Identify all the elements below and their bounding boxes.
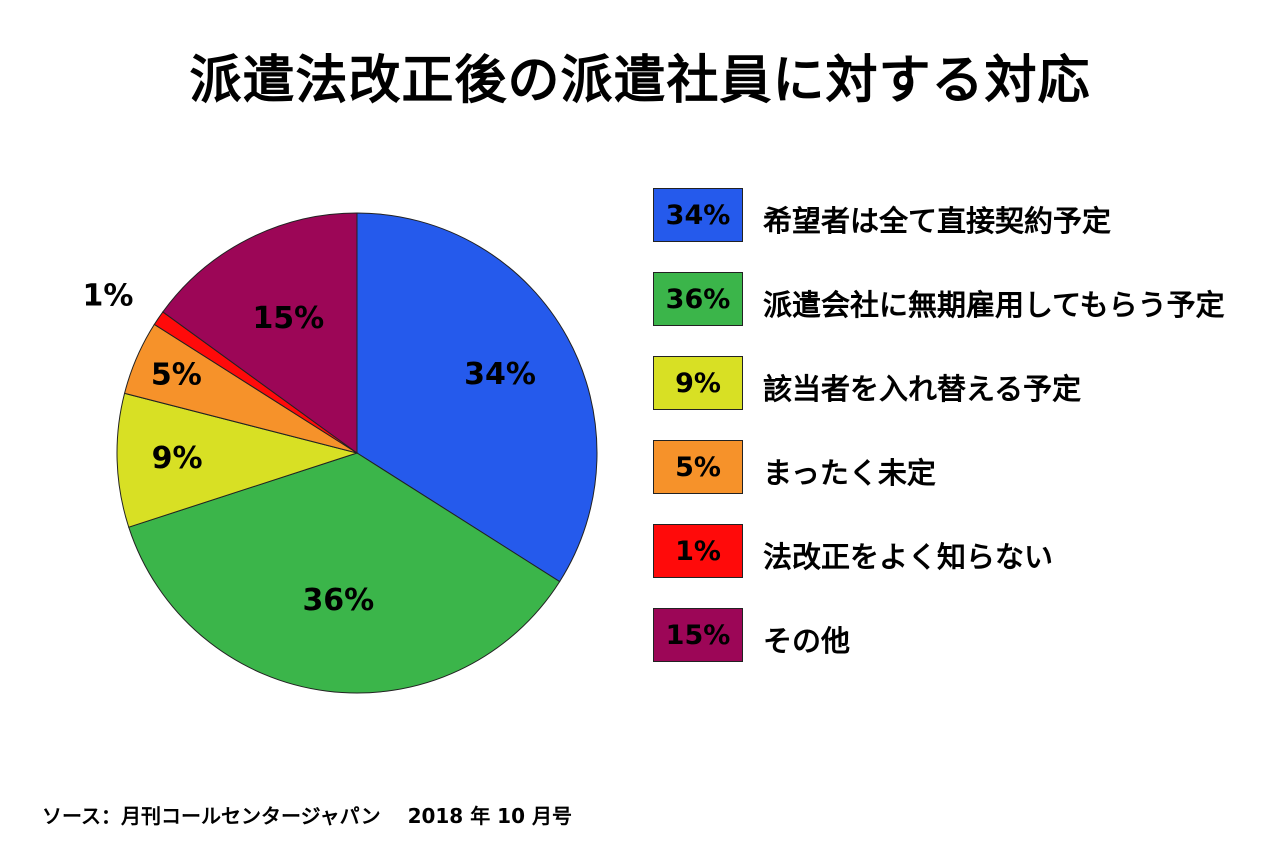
pie-slice bbox=[128, 452, 561, 694]
legend-label: 法改正をよく知らない bbox=[763, 540, 1054, 574]
data-label: 34% bbox=[464, 357, 536, 392]
legend-item: 34% 希望者は全て直接契約予定 bbox=[653, 188, 1273, 244]
data-label: 36% bbox=[302, 583, 374, 618]
pie-slice bbox=[356, 212, 598, 583]
legend-swatch: 5% bbox=[653, 440, 743, 494]
data-label: 15% bbox=[252, 301, 324, 336]
legend-swatch: 36% bbox=[653, 272, 743, 326]
legend-item: 36% 派遣会社に無期雇用してもらう予定 bbox=[653, 272, 1273, 328]
legend-item: 9% 該当者を入れ替える予定 bbox=[653, 356, 1273, 412]
legend-label: まったく未定 bbox=[763, 456, 936, 490]
legend-label: その他 bbox=[763, 624, 851, 658]
pie-slice bbox=[162, 212, 358, 454]
pie-slice bbox=[116, 392, 359, 528]
legend-swatch: 15% bbox=[653, 608, 743, 662]
source-note: ソース：月刊コールセンタージャパン 2018 年 10 月号 bbox=[42, 804, 572, 828]
data-label: 5% bbox=[151, 357, 202, 392]
legend-swatch: 1% bbox=[653, 524, 743, 578]
pie-chart: 34% 36% 9% 5% 1% 15% bbox=[83, 212, 598, 694]
chart-title: 派遣法改正後の派遣社員に対する対応 bbox=[189, 51, 1091, 111]
legend-item: 15% その他 bbox=[653, 608, 1273, 664]
data-label: 1% bbox=[83, 279, 134, 314]
legend-swatch: 9% bbox=[653, 356, 743, 410]
legend-item: 1% 法改正をよく知らない bbox=[653, 524, 1273, 580]
data-label: 9% bbox=[152, 441, 203, 476]
legend-item: 5% まったく未定 bbox=[653, 440, 1273, 496]
legend-swatch: 34% bbox=[653, 188, 743, 242]
legend-label: 該当者を入れ替える予定 bbox=[763, 372, 1082, 406]
legend-label: 希望者は全て直接契約予定 bbox=[763, 204, 1112, 238]
legend-label: 派遣会社に無期雇用してもらう予定 bbox=[763, 288, 1225, 322]
